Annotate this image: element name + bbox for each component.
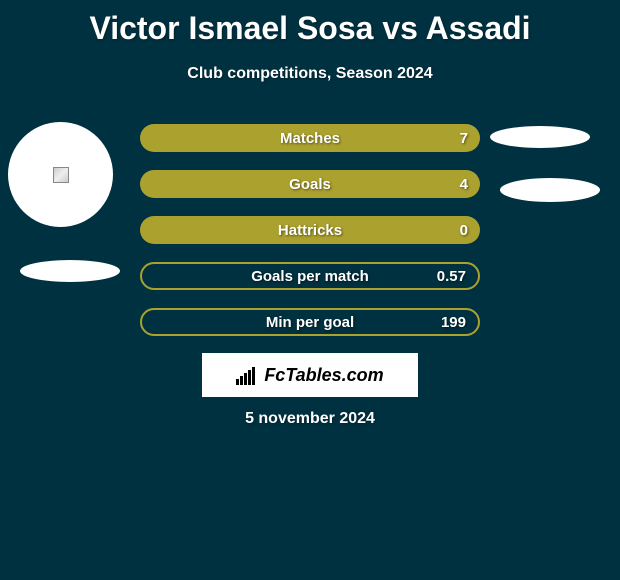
subtitle: Club competitions, Season 2024 [0,65,620,83]
stat-bar-goals-per-match: Goals per match 0.57 [140,262,480,290]
page-title: Victor Ismael Sosa vs Assadi [0,0,620,47]
decorative-ellipse-right-1 [490,126,590,148]
stat-bar-hattricks: Hattricks 0 [140,216,480,244]
stats-container: Matches 7 Goals 4 Hattricks 0 Goals per … [140,124,480,354]
logo-text: FcTables.com [264,365,383,386]
stat-bar-matches: Matches 7 [140,124,480,152]
stat-label: Goals per match [251,268,369,285]
avatar-shadow-left [20,260,120,282]
bar-chart-icon [236,365,260,385]
stat-label: Goals [289,176,331,193]
stat-value: 0 [460,222,468,239]
stat-bar-min-per-goal: Min per goal 199 [140,308,480,336]
stat-value: 0.57 [437,268,466,285]
stat-value: 7 [460,130,468,147]
stat-label: Hattricks [278,222,342,239]
stat-label: Matches [280,130,340,147]
stat-label: Min per goal [266,314,354,331]
stat-bar-goals: Goals 4 [140,170,480,198]
date-text: 5 november 2024 [0,410,620,428]
fctables-logo: FcTables.com [202,353,418,397]
stat-value: 199 [441,314,466,331]
stat-value: 4 [460,176,468,193]
broken-image-icon [53,167,69,183]
player-avatar-left [8,122,113,227]
decorative-ellipse-right-2 [500,178,600,202]
